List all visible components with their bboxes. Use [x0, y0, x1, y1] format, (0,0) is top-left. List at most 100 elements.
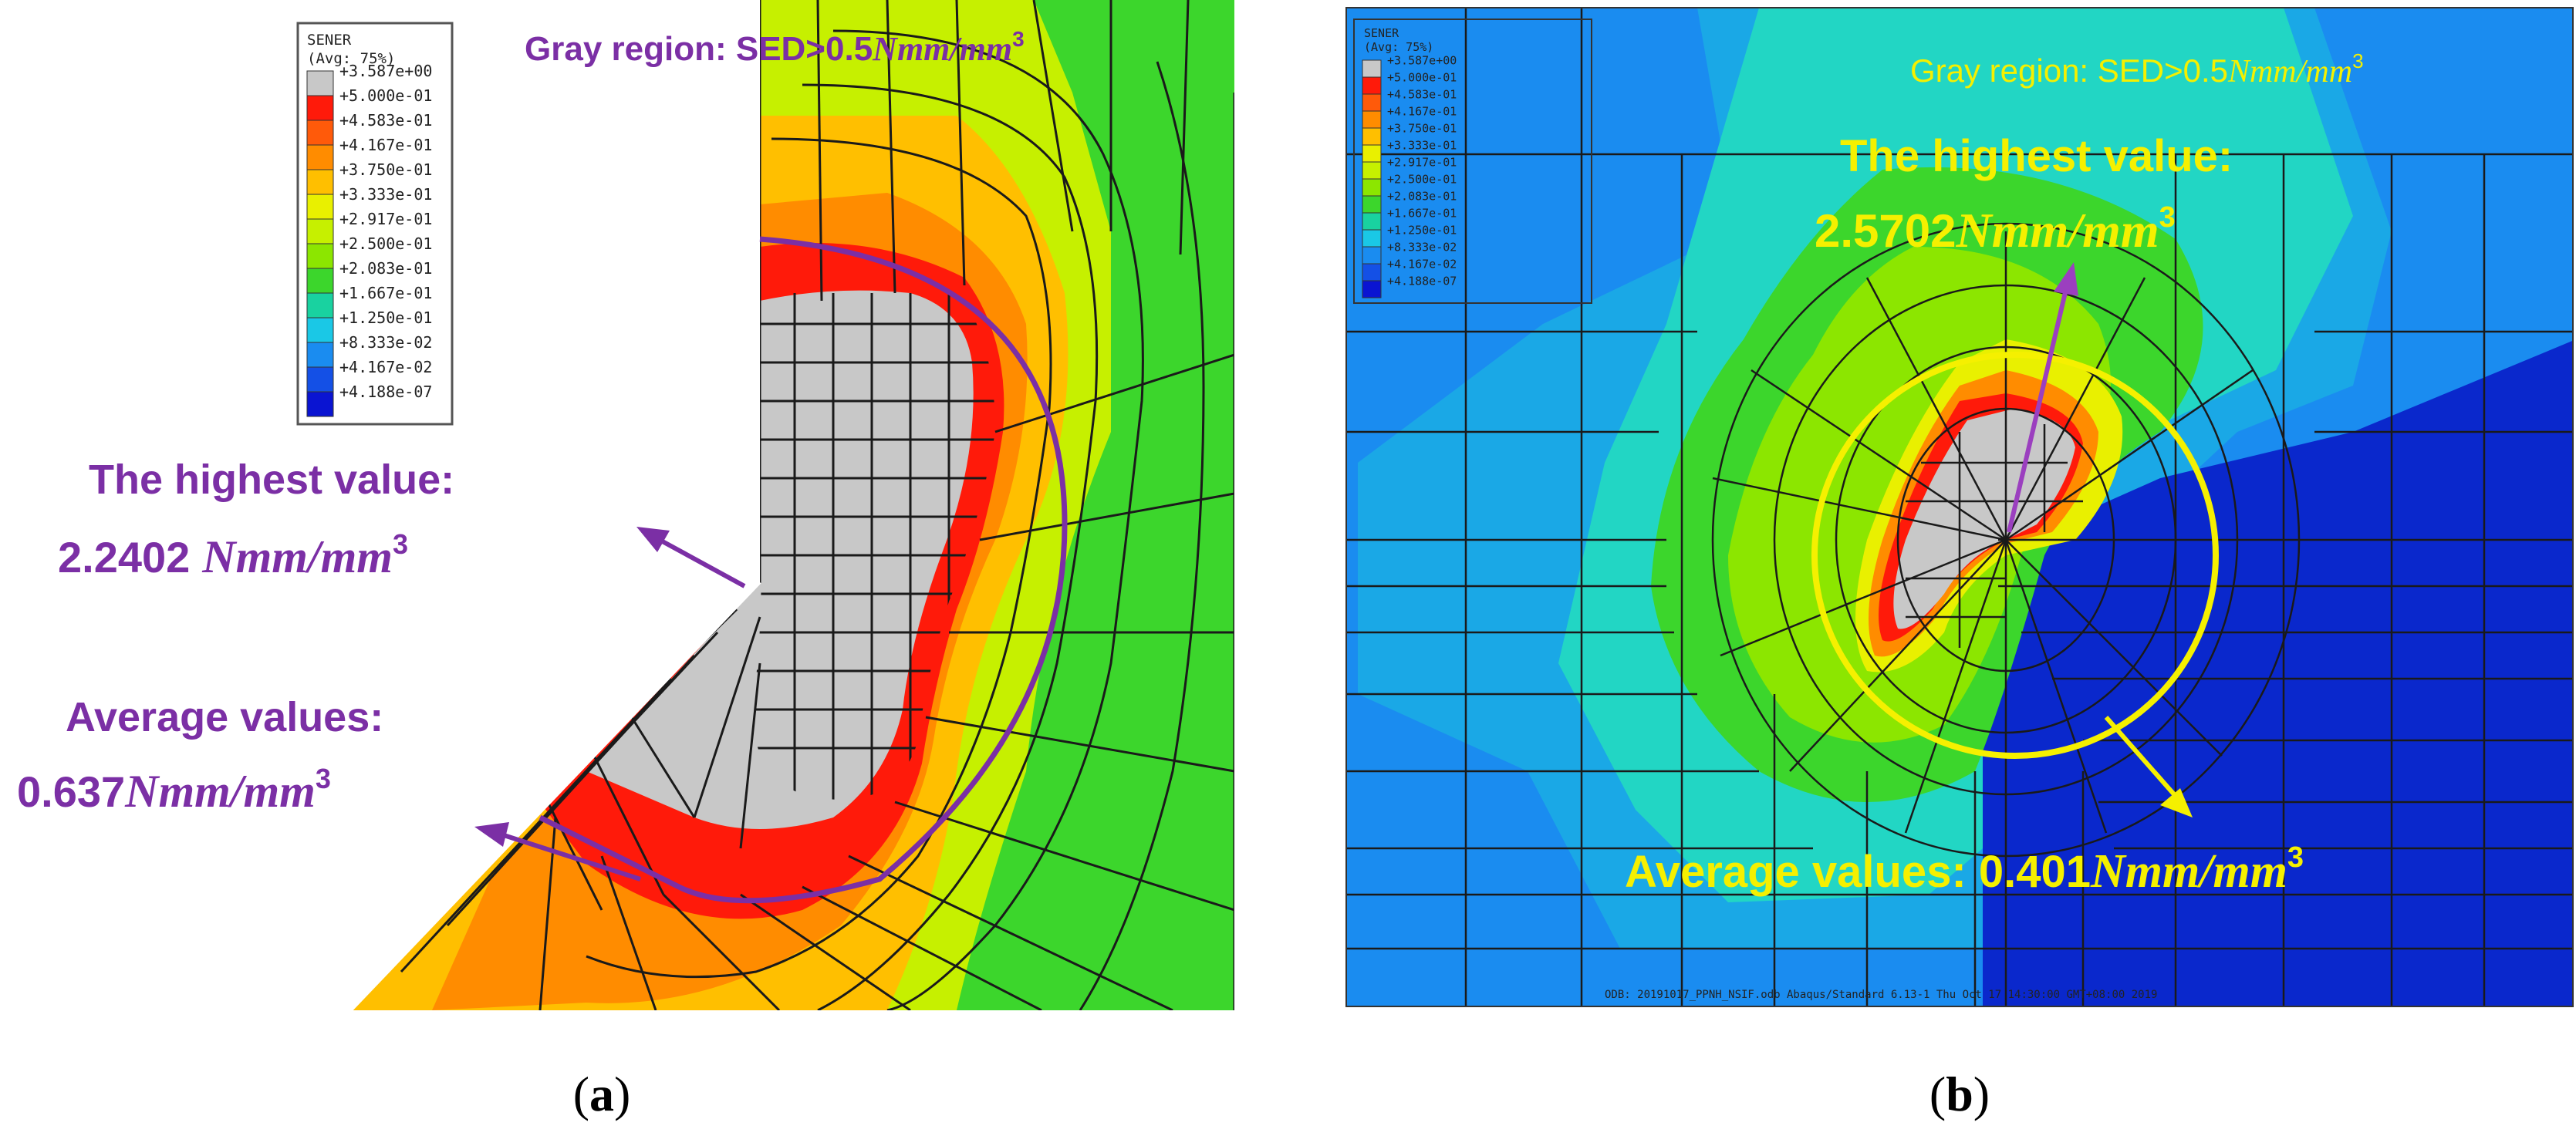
gray-region-label-b: Gray region: SED>0.5Nmm/mm3: [1910, 49, 2364, 89]
legend-value: +2.917e-01: [1387, 155, 1457, 169]
highest-arrow-a: [636, 527, 746, 588]
legend-a: SENER (Avg: 75%) +3.587e+00 +5.000e-01 +4.…: [296, 22, 454, 426]
legend-swatch: [306, 317, 334, 343]
legend-value: +3.333e-01: [1387, 138, 1457, 152]
legend-value: +2.500e-01: [339, 234, 432, 253]
mesh-lines-b: [1346, 8, 2573, 1006]
contour-b-darkblue-zone: [1983, 340, 2573, 1006]
highest-value-a: 2.2402 Nmm/mm3: [58, 528, 408, 582]
legend-swatch: [306, 292, 334, 319]
legend-swatch: [1362, 161, 1382, 180]
highest-unit-b: Nmm/mm: [1956, 203, 2159, 258]
legend-value: +2.083e-01: [1387, 189, 1457, 203]
gray-region-unit-b: Nmm/mm: [2227, 54, 2352, 89]
legend-swatch: [1362, 93, 1382, 112]
legend-value: +2.083e-01: [339, 259, 432, 278]
legend-value: +8.333e-02: [1387, 240, 1457, 254]
legend-value: +4.583e-01: [339, 111, 432, 130]
panel-b: SENER (Avg: 75%) +3.587e+00 +5.000e-01 +4.…: [1345, 7, 2574, 1007]
legend-value: +4.188e-07: [1387, 274, 1457, 288]
legend-swatch: [1362, 246, 1382, 265]
panel-a-contour-plot: [349, 0, 1234, 1010]
legend-swatch: [1362, 195, 1382, 214]
legend-swatch: [1362, 229, 1382, 248]
highlight-arc-a: [538, 236, 1068, 904]
legend-swatch: [306, 144, 334, 170]
highest-arrow-b: [2007, 262, 2078, 533]
legend-swatch: [1362, 59, 1382, 78]
highest-label-b: The highest value:: [1840, 131, 2233, 181]
legend-swatch: [306, 243, 334, 269]
legend-b: SENER (Avg: 75%) +3.587e+00 +5.000e-01 +4.…: [1353, 19, 1592, 304]
legend-value: +3.750e-01: [339, 160, 432, 179]
panel-b-frame: [1345, 7, 2574, 1007]
legend-swatch: [306, 120, 334, 146]
legend-swatch: [306, 70, 334, 96]
legend-swatch: [306, 366, 334, 393]
legend-swatch: [306, 342, 334, 368]
legend-value: +1.250e-01: [339, 308, 432, 327]
legend-value: +4.188e-07: [339, 383, 432, 401]
legend-swatch: [1362, 212, 1382, 231]
legend-b-frame: [1353, 19, 1592, 304]
highest-value-num-b: 2.5702: [1815, 205, 1956, 257]
legend-value: +1.250e-01: [1387, 223, 1457, 237]
legend-value: +5.000e-01: [339, 86, 432, 105]
legend-value: +3.587e+00: [339, 62, 432, 80]
gray-region-label-a: Gray region: SED>0.5Nmm/mm3: [525, 27, 1025, 68]
highest-exp-a: 3: [393, 528, 408, 560]
legend-swatch: [1362, 144, 1382, 163]
caption-a: (a): [573, 1067, 631, 1121]
legend-a-scale: +3.587e+00 +5.000e-01 +4.583e-01 +4.167e-01…: [306, 62, 432, 417]
legend-swatch: [306, 95, 334, 121]
legend-b-subtitle: (Avg: 75%): [1364, 40, 1433, 54]
highest-value-b: 2.5702Nmm/mm3: [1815, 201, 2176, 258]
highest-unit-a: Nmm/mm: [201, 531, 393, 582]
legend-value: +4.167e-01: [1387, 104, 1457, 118]
legend-a-title: SENER: [307, 32, 352, 49]
average-arrow-a: [474, 822, 641, 881]
legend-swatch: [1362, 76, 1382, 95]
legend-swatch: [306, 268, 334, 294]
panel-a: SENER (Avg: 75%) +3.587e+00 +5.000e-01 +4.…: [0, 0, 1234, 1010]
legend-swatch: [1362, 263, 1382, 281]
legend-b-scale: +3.587e+00 +5.000e-01 +4.583e-01 +4.167e-01…: [1362, 53, 1457, 298]
average-unit-a: Nmm/mm: [124, 766, 316, 817]
caption-b-letter: b: [1946, 1067, 1973, 1121]
caption-b: (b): [1929, 1067, 1990, 1121]
legend-swatch: [306, 391, 334, 417]
average-label-a: Average values:: [66, 694, 383, 740]
legend-value: +8.333e-02: [339, 333, 432, 352]
legend-value: +4.167e-02: [1387, 257, 1457, 271]
average-arrow-b: [2104, 716, 2193, 817]
average-label-b: Average values: 0.401: [1625, 847, 2091, 897]
legend-value: +2.917e-01: [339, 210, 432, 228]
legend-swatch: [1362, 280, 1382, 298]
average-exp-a: 3: [316, 763, 331, 794]
legend-value: +1.667e-01: [339, 284, 432, 302]
gray-region-prefix-a: Gray region: SED>0.5: [525, 30, 873, 68]
gray-region-exp-b: 3: [2352, 49, 2363, 72]
highest-value-num-a: 2.2402: [58, 533, 190, 581]
legend-b-title: SENER: [1364, 26, 1399, 40]
average-exp-b: 3: [2287, 841, 2304, 874]
legend-value: +3.750e-01: [1387, 121, 1457, 135]
average-unit-b: Nmm/mm: [2090, 845, 2287, 898]
highest-label-a: The highest value:: [89, 457, 454, 503]
legend-swatch: [306, 169, 334, 195]
contour-gray-zone: [586, 290, 974, 830]
legend-value: +2.500e-01: [1387, 172, 1457, 186]
highlight-circle-b: [1811, 352, 2219, 759]
legend-value: +3.333e-01: [339, 185, 432, 204]
legend-value: +4.167e-02: [339, 358, 432, 376]
legend-swatch: [1362, 178, 1382, 197]
gray-region-exp-a: 3: [1012, 27, 1025, 51]
contour-b-gray-zone: [1893, 409, 2075, 629]
legend-swatch: [306, 194, 334, 220]
average-value-b: Average values: 0.401Nmm/mm3: [1625, 841, 2304, 898]
gray-region-unit-a: Nmm/mm: [872, 30, 1012, 68]
gray-region-prefix-b: Gray region: SED>0.5: [1910, 52, 2228, 89]
legend-swatch: [1362, 110, 1382, 129]
legend-a-subtitle: (Avg: 75%): [307, 50, 395, 67]
legend-value: +1.667e-01: [1387, 206, 1457, 220]
